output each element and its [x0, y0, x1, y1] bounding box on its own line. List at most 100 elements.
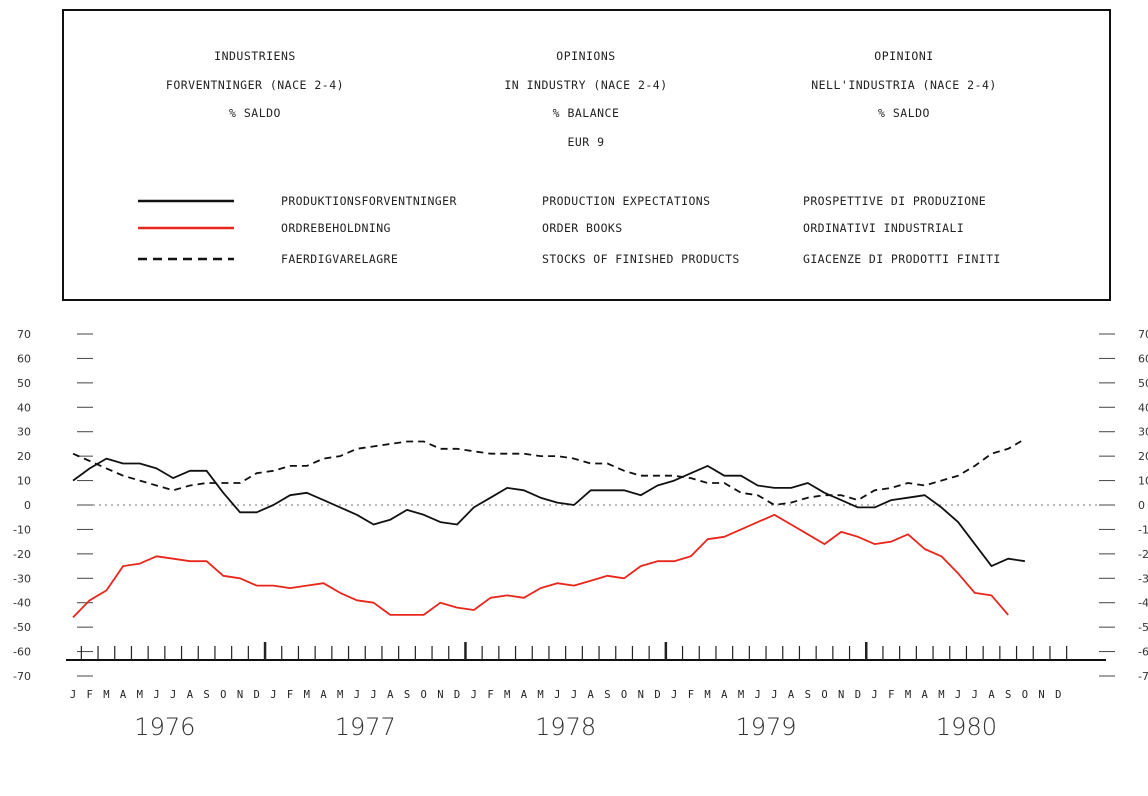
- month-label: F: [87, 689, 93, 701]
- legend-stocks-italian: GIACENZE DI PRODOTTI FINITI: [803, 252, 1001, 266]
- month-label: F: [487, 689, 493, 701]
- month-label: S: [203, 689, 209, 701]
- year-label: 1979: [736, 713, 797, 741]
- header-danish-line-1: INDUSTRIENS: [214, 49, 296, 63]
- month-label: O: [1022, 689, 1028, 701]
- month-label: S: [404, 689, 410, 701]
- month-label: O: [621, 689, 627, 701]
- legend-stocks-english: STOCKS OF FINISHED PRODUCTS: [542, 252, 740, 266]
- month-label: J: [871, 689, 877, 701]
- legend-order-books-english: ORDER BOOKS: [542, 221, 623, 235]
- y-tick-label-left: 10: [17, 475, 31, 488]
- month-label: A: [387, 689, 394, 701]
- y-tick-label-left: 0: [24, 499, 31, 512]
- y-tick-label-right: -40: [1138, 597, 1148, 610]
- header-italian-line-3: % SALDO: [878, 106, 930, 120]
- series-order-books: [72, 513, 1009, 619]
- y-tick-label-right: -70: [1138, 670, 1148, 683]
- month-label: J: [972, 689, 978, 701]
- legend: PRODUKTIONSFORVENTNINGER PRODUCTION EXPE…: [138, 194, 1001, 266]
- y-tick-label-right: -60: [1138, 646, 1148, 659]
- header-danish-line-2: FORVENTNINGER (NACE 2-4): [166, 78, 344, 92]
- series-stocks-finished-products: [72, 438, 1026, 506]
- month-label: M: [103, 689, 109, 701]
- month-label: J: [771, 689, 777, 701]
- y-tick-label-left: 60: [17, 352, 31, 365]
- y-tick-label-left: 70: [17, 328, 31, 341]
- month-label: J: [571, 689, 577, 701]
- header-english-line-1: OPINIONS: [556, 49, 615, 63]
- header-english-line-4: EUR 9: [567, 135, 604, 149]
- month-label: J: [270, 689, 276, 701]
- month-label: F: [688, 689, 694, 701]
- legend-production-italian: PROSPETTIVE DI PRODUZIONE: [803, 194, 986, 208]
- header-english-line-3: % BALANCE: [553, 106, 620, 120]
- legend-stocks-danish: FAERDIGVARELAGRE: [281, 252, 398, 266]
- year-label: 1977: [335, 713, 396, 741]
- y-tick-label-left: 40: [17, 401, 31, 414]
- month-label: A: [320, 689, 327, 701]
- y-tick-label-left: 50: [17, 377, 31, 390]
- y-tick-label-left: -40: [13, 597, 31, 610]
- y-tick-label-right: 60: [1138, 352, 1148, 365]
- month-label: D: [454, 689, 460, 701]
- month-label: N: [838, 689, 844, 701]
- month-label: M: [304, 689, 310, 701]
- month-label: J: [671, 689, 677, 701]
- month-label: A: [120, 689, 127, 701]
- month-label: D: [1055, 689, 1061, 701]
- y-tick-label-left: -30: [13, 572, 31, 585]
- month-label: A: [588, 689, 595, 701]
- month-label: J: [755, 689, 761, 701]
- month-label: J: [354, 689, 360, 701]
- month-label: N: [1038, 689, 1044, 701]
- month-label: A: [788, 689, 795, 701]
- month-label: M: [504, 689, 510, 701]
- legend-production-english: PRODUCTION EXPECTATIONS: [542, 194, 710, 208]
- year-label: 1976: [134, 713, 195, 741]
- header-italian-line-1: OPINIONI: [874, 49, 933, 63]
- month-label: A: [988, 689, 995, 701]
- y-tick-label-right: -30: [1138, 572, 1148, 585]
- month-label: D: [855, 689, 861, 701]
- header-english-line-2: IN INDUSTRY (NACE 2-4): [504, 78, 667, 92]
- year-label: 1978: [535, 713, 596, 741]
- y-tick-label-right: 70: [1138, 328, 1148, 341]
- header-danish-line-3: % SALDO: [229, 106, 281, 120]
- plot-series: [72, 438, 1026, 619]
- month-label: F: [287, 689, 293, 701]
- legend-production-danish: PRODUKTIONSFORVENTNINGER: [281, 194, 457, 208]
- month-label: M: [137, 689, 143, 701]
- y-tick-label-left: -50: [13, 621, 31, 634]
- month-label: J: [471, 689, 477, 701]
- month-label: S: [1005, 689, 1011, 701]
- month-label: M: [337, 689, 343, 701]
- y-tick-label-right: 50: [1138, 377, 1148, 390]
- month-label: J: [370, 689, 376, 701]
- month-label: M: [704, 689, 710, 701]
- month-label: J: [153, 689, 159, 701]
- series-production-expectations: [72, 457, 1026, 567]
- month-label: O: [220, 689, 226, 701]
- month-label: N: [437, 689, 443, 701]
- month-label: M: [905, 689, 911, 701]
- y-tick-label-right: 40: [1138, 401, 1148, 414]
- legend-order-books-danish: ORDREBEHOLDNING: [281, 221, 391, 235]
- plot-axes: 70 70 60 60 50 50 40 40 30 30 20 20 10 10 0 0 -10 -10 -20 -…: [13, 328, 1148, 683]
- header-italian-line-2: NELL'INDUSTRIA (NACE 2-4): [811, 78, 997, 92]
- month-label: A: [721, 689, 728, 701]
- month-label: O: [821, 689, 827, 701]
- month-label: F: [888, 689, 894, 701]
- y-tick-label-left: 30: [17, 426, 31, 439]
- month-label: D: [254, 689, 260, 701]
- month-label: J: [70, 689, 76, 701]
- month-label: J: [554, 689, 560, 701]
- y-tick-label-right: 30: [1138, 426, 1148, 439]
- month-label: O: [421, 689, 427, 701]
- month-label: A: [521, 689, 528, 701]
- y-tick-label-left: -70: [13, 670, 31, 683]
- y-tick-label-left: -20: [13, 548, 31, 561]
- month-label: S: [805, 689, 811, 701]
